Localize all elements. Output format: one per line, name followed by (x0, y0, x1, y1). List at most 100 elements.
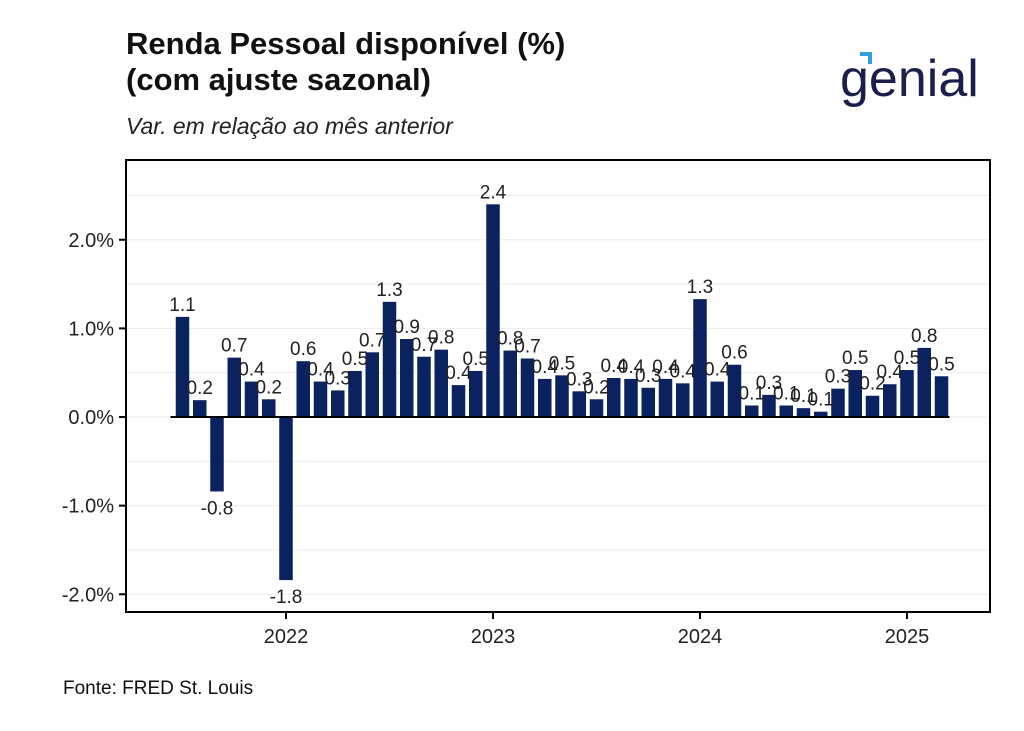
data-label-2024-05: 0.3 (756, 373, 782, 394)
bar-2022-01 (279, 417, 293, 581)
data-label-2023-07: 0.2 (583, 377, 609, 398)
data-label-2024-09: 0.3 (825, 367, 851, 388)
data-label-2024-08: 0.1 (808, 390, 834, 411)
bar-2022-04 (331, 390, 345, 418)
x-tick-label: 2025 (885, 626, 930, 648)
bar-2024-08 (814, 411, 828, 418)
data-label-2025-02: 0.8 (911, 326, 937, 347)
bar-2021-09 (210, 417, 224, 492)
data-label-2023-03: 0.7 (514, 337, 540, 358)
y-tick-label: -1.0% (62, 496, 114, 518)
data-label-2022-01: -1.8 (270, 587, 303, 608)
data-label-2024-07: 0.1 (790, 386, 816, 407)
data-label-2023-01: 2.4 (480, 182, 507, 203)
bar-2023-05 (555, 375, 569, 418)
data-label-2024-04: 0.1 (739, 383, 765, 404)
y-tick-label: -2.0% (62, 584, 114, 606)
data-label-2024-12: 0.4 (877, 362, 904, 383)
bar-2024-01 (693, 299, 707, 418)
chart-title: Renda Pessoal disponível (%) (com ajuste… (126, 26, 565, 98)
bar-2022-03 (313, 381, 328, 418)
bar-2022-12 (469, 370, 483, 418)
bar-2022-08 (400, 339, 414, 418)
data-label-2023-04: 0.4 (532, 357, 559, 378)
data-label-2021-12: 0.2 (256, 377, 282, 398)
bar-2025-03 (934, 376, 949, 418)
chart-title-line2: (com ajuste sazonal) (126, 62, 431, 97)
bar-2023-08 (607, 378, 621, 418)
data-label-2024-02: 0.4 (704, 360, 731, 381)
data-label-2024-01: 1.3 (687, 277, 713, 298)
bar-2023-06 (572, 391, 586, 418)
logo-accent-mark (860, 52, 872, 64)
data-label-2022-05: 0.5 (342, 349, 368, 370)
data-label-2022-07: 1.3 (376, 280, 402, 301)
bar-2023-04 (538, 378, 552, 418)
bar-2023-02 (503, 350, 517, 418)
data-label-2022-08: 0.9 (394, 317, 420, 338)
logo-text: genial (840, 50, 979, 108)
bar-2022-09 (417, 356, 431, 418)
bar-2021-08 (193, 400, 207, 418)
bar-2023-10 (641, 387, 655, 418)
bar-2023-01 (486, 204, 500, 418)
bar-2021-10 (227, 357, 241, 418)
data-label-2023-10: 0.3 (635, 366, 661, 387)
bar-2024-07 (796, 408, 811, 418)
data-label-2025-03: 0.5 (928, 354, 954, 375)
bar-2023-03 (520, 358, 535, 418)
chart-subtitle: Var. em relação ao mês anterior (126, 113, 453, 139)
bar-2021-07 (175, 316, 190, 418)
bar-2024-12 (883, 384, 897, 418)
bar-2023-11 (658, 378, 673, 418)
data-label-2021-07: 1.1 (169, 295, 195, 316)
data-label-2024-10: 0.5 (842, 348, 868, 369)
bar-2022-10 (434, 349, 448, 418)
bar-2022-11 (451, 385, 466, 418)
data-label-2022-06: 0.7 (359, 330, 385, 351)
data-label-2022-10: 0.8 (428, 328, 454, 349)
data-label-2021-09: -0.8 (201, 498, 234, 519)
bar-2022-06 (365, 352, 379, 418)
bar-2024-04 (745, 405, 759, 418)
source-note: Fonte: FRED St. Louis (63, 678, 254, 699)
bar-2022-07 (382, 301, 397, 418)
bar-2023-07 (589, 399, 604, 418)
bar-2024-10 (848, 370, 862, 418)
data-label-2022-09: 0.7 (411, 335, 437, 356)
x-tick-label: 2024 (678, 626, 723, 648)
bar-2024-09 (831, 388, 845, 418)
bar-2024-03 (727, 364, 742, 418)
data-label-2024-03: 0.6 (721, 343, 747, 364)
bar-2022-05 (348, 370, 362, 418)
y-tick-label: 2.0% (68, 230, 114, 252)
data-label-2022-03: 0.4 (307, 360, 334, 381)
bar-2024-11 (865, 395, 880, 418)
data-label-2023-12: 0.4 (670, 361, 697, 382)
data-label-2025-01: 0.5 (894, 348, 920, 369)
bar-2023-12 (676, 383, 690, 418)
bar-2022-02 (296, 361, 310, 418)
bar-2021-12 (262, 399, 276, 418)
bar-2024-05 (762, 394, 776, 418)
data-label-2024-06: 0.1 (773, 383, 799, 404)
bar-2025-02 (917, 347, 931, 418)
x-tick-label: 2023 (471, 626, 516, 648)
data-label-2022-02: 0.6 (290, 339, 316, 360)
data-label-2023-05: 0.5 (549, 353, 575, 374)
data-label-2023-08: 0.4 (601, 356, 628, 377)
data-label-2021-10: 0.7 (221, 336, 247, 357)
data-label-2024-11: 0.2 (859, 374, 885, 395)
data-label-2023-02: 0.8 (497, 329, 523, 350)
y-tick-label: 0.0% (68, 407, 114, 429)
bar-2025-01 (900, 370, 914, 418)
data-label-2022-12: 0.5 (463, 349, 489, 370)
y-tick-label: 1.0% (68, 318, 114, 340)
chart-title-line1: Renda Pessoal disponível (%) (126, 26, 566, 61)
genial-logo: genial (840, 50, 979, 108)
data-label-2022-04: 0.3 (325, 368, 351, 389)
bar-2024-06 (779, 405, 793, 418)
bar-2024-02 (710, 381, 724, 418)
data-label-2021-08: 0.2 (187, 378, 213, 399)
